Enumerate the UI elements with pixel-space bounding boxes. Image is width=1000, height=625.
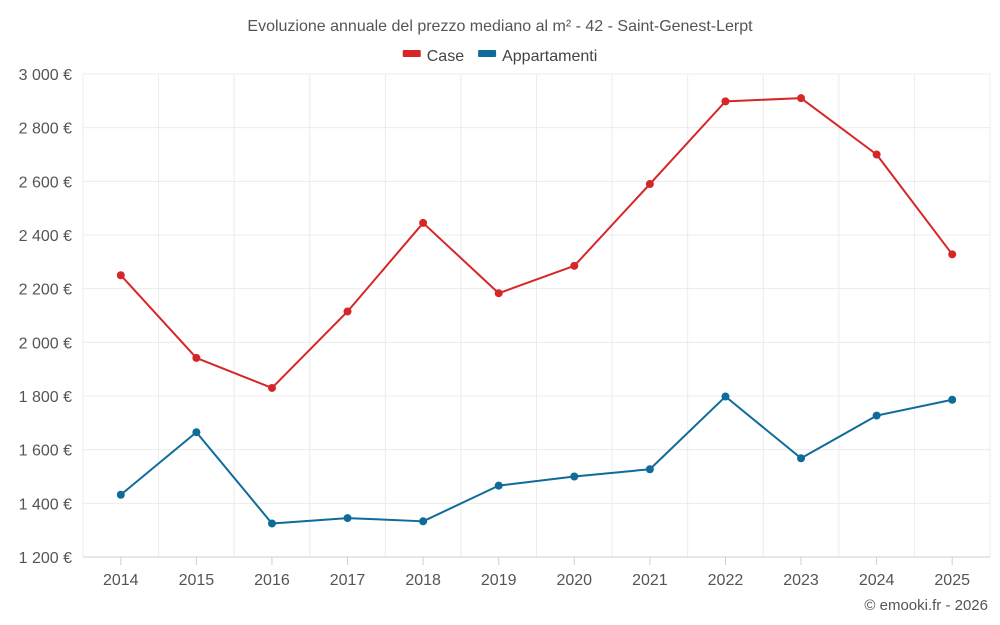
y-tick-label: 1 200 € — [19, 550, 72, 567]
y-tick-label: 2 200 € — [19, 282, 72, 299]
series-case — [116, 94, 957, 392]
data-point[interactable] — [192, 428, 201, 437]
data-point[interactable] — [948, 250, 957, 259]
data-point[interactable] — [797, 454, 806, 463]
data-point[interactable] — [872, 411, 881, 420]
x-tick-label: 2022 — [708, 572, 744, 589]
data-point[interactable] — [419, 218, 428, 227]
data-point[interactable] — [267, 383, 276, 392]
series-layer — [116, 94, 957, 528]
series-appartamenti — [116, 392, 957, 528]
legend-swatch — [478, 50, 497, 57]
legend-label: Case — [427, 48, 464, 65]
x-tick-label: 2020 — [556, 572, 592, 589]
x-tick-label: 2024 — [859, 572, 895, 589]
data-point[interactable] — [645, 465, 654, 474]
x-tick-label: 2019 — [481, 572, 517, 589]
series-line — [120, 97, 954, 389]
data-point[interactable] — [948, 395, 957, 404]
x-tick-label: 2018 — [405, 572, 441, 589]
legend[interactable]: Case Appartamenti — [402, 48, 598, 65]
chart-title: Evoluzione annuale del prezzo mediano al… — [247, 18, 753, 35]
x-tick-label: 2016 — [254, 572, 290, 589]
data-point[interactable] — [343, 307, 352, 316]
data-point[interactable] — [192, 353, 201, 362]
data-point[interactable] — [645, 180, 654, 189]
data-point[interactable] — [343, 514, 352, 523]
y-tick-label: 1 800 € — [19, 389, 72, 406]
data-point[interactable] — [116, 490, 125, 499]
legend-item-case[interactable]: Case — [402, 48, 464, 65]
y-tick-label: 1 400 € — [19, 496, 72, 513]
x-tick-label: 2015 — [179, 572, 215, 589]
data-point[interactable] — [116, 271, 125, 280]
data-point[interactable] — [872, 150, 881, 159]
x-tick-label: 2025 — [934, 572, 970, 589]
x-tick-label: 2021 — [632, 572, 668, 589]
x-tick-label: 2017 — [330, 572, 366, 589]
x-tick-label: 2014 — [103, 572, 139, 589]
data-point[interactable] — [570, 261, 579, 270]
legend-item-appartamenti[interactable]: Appartamenti — [478, 48, 597, 65]
y-tick-label: 2 800 € — [19, 121, 72, 138]
x-axis: 2014 2015 2016 2017 2018 2019 2020 2021 2022 2023… — [83, 556, 990, 589]
y-tick-label: 2 600 € — [19, 174, 72, 191]
y-axis: 1 200 € 1 400 € 1 600 € 1 800 € 2 000 € 2 200… — [19, 67, 72, 567]
y-tick-label: 2 000 € — [19, 335, 72, 352]
legend-swatch — [402, 50, 421, 57]
legend-label: Appartamenti — [502, 48, 597, 65]
data-point[interactable] — [570, 472, 579, 481]
credit-text: © emooki.fr - 2026 — [864, 597, 988, 614]
data-point[interactable] — [721, 392, 730, 401]
y-tick-label: 1 600 € — [19, 443, 72, 460]
series-line — [120, 395, 953, 525]
x-tick-label: 2023 — [783, 572, 819, 589]
y-tick-label: 3 000 € — [19, 67, 72, 84]
data-point[interactable] — [419, 517, 428, 526]
data-point[interactable] — [494, 481, 503, 490]
data-point[interactable] — [797, 94, 806, 103]
data-point[interactable] — [494, 289, 503, 298]
grid — [82, 73, 991, 557]
y-tick-label: 2 400 € — [19, 228, 72, 245]
data-point[interactable] — [721, 97, 730, 106]
data-point[interactable] — [267, 519, 276, 528]
